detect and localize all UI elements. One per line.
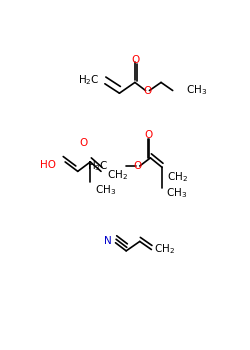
Text: O: O: [134, 161, 142, 171]
Text: O: O: [132, 55, 140, 64]
Text: CH$_3$: CH$_3$: [166, 186, 188, 200]
Text: CH$_2$: CH$_2$: [107, 168, 128, 182]
Text: CH$_3$: CH$_3$: [186, 84, 208, 97]
Text: N: N: [104, 237, 112, 246]
Text: O: O: [80, 138, 88, 148]
Text: CH$_2$: CH$_2$: [154, 243, 175, 257]
Text: CH$_3$: CH$_3$: [95, 183, 116, 197]
Text: HO: HO: [40, 160, 56, 170]
Text: CH$_2$: CH$_2$: [167, 170, 188, 184]
Text: O: O: [144, 85, 152, 96]
Text: H$_3$C: H$_3$C: [87, 159, 109, 173]
Text: H$_2$C: H$_2$C: [78, 74, 100, 87]
Text: O: O: [144, 130, 152, 140]
